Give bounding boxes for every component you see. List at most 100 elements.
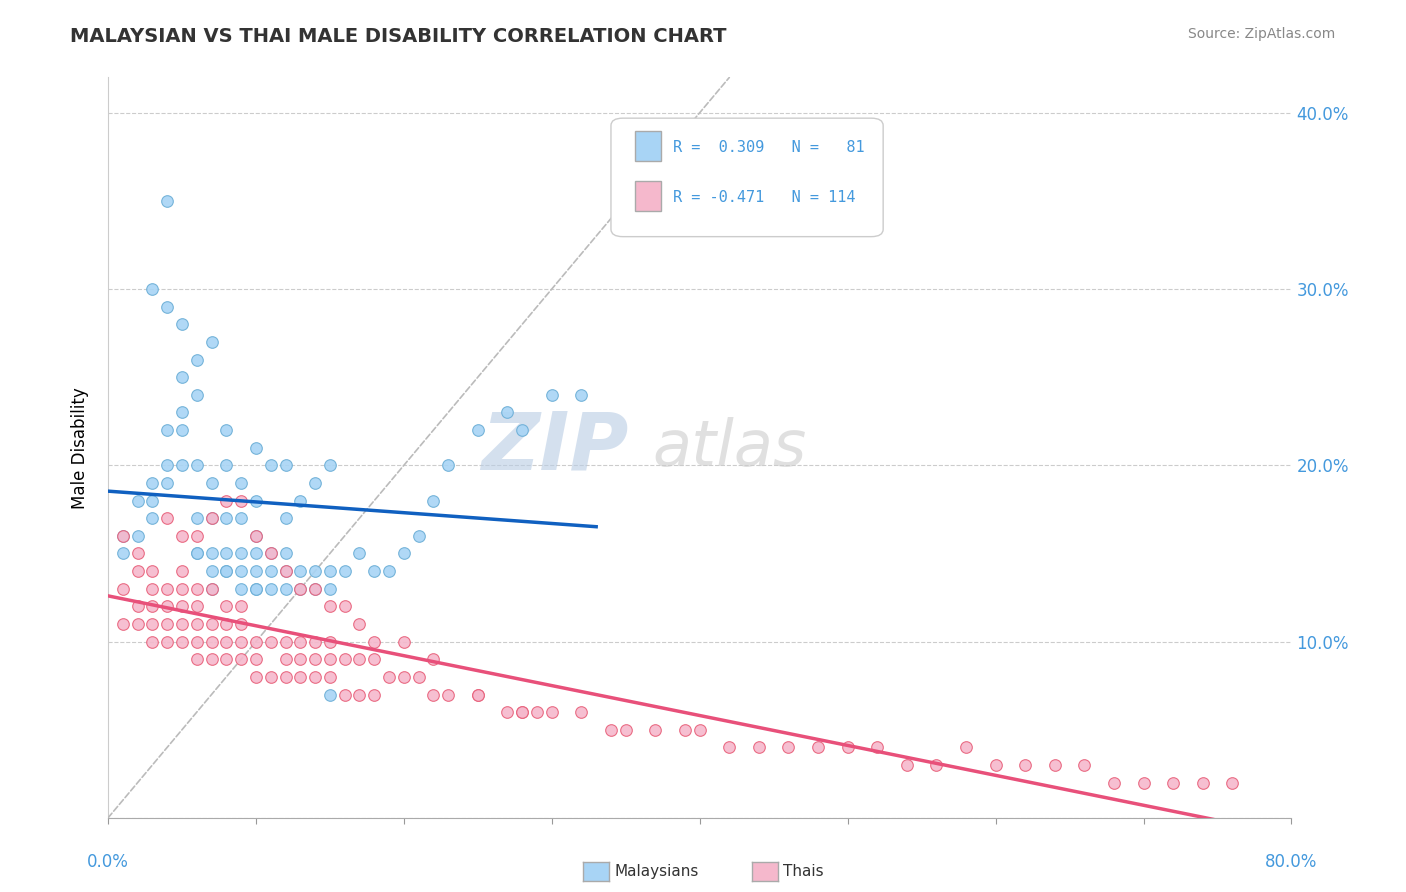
Point xyxy=(245,564,267,578)
Point xyxy=(111,546,134,560)
Point xyxy=(245,652,267,666)
Point xyxy=(540,388,562,402)
Point xyxy=(319,599,342,614)
Point xyxy=(319,634,342,648)
Point xyxy=(231,599,253,614)
Point xyxy=(644,723,666,737)
Text: R =  0.309   N =   81: R = 0.309 N = 81 xyxy=(672,140,865,155)
Point xyxy=(141,634,163,648)
Point xyxy=(215,458,238,473)
Point xyxy=(260,458,283,473)
Point xyxy=(274,458,297,473)
Point xyxy=(274,582,297,596)
Point xyxy=(200,334,222,349)
Point xyxy=(215,564,238,578)
Point xyxy=(304,582,326,596)
Point xyxy=(718,740,741,755)
Point xyxy=(422,652,444,666)
Point xyxy=(215,599,238,614)
Point xyxy=(170,564,193,578)
Point xyxy=(111,617,134,632)
Point xyxy=(170,582,193,596)
Point xyxy=(156,617,179,632)
Point xyxy=(510,705,533,719)
Point xyxy=(141,617,163,632)
Point xyxy=(363,688,385,702)
Point xyxy=(231,652,253,666)
Point xyxy=(274,546,297,560)
Point xyxy=(215,423,238,437)
Point xyxy=(378,564,401,578)
Point xyxy=(231,546,253,560)
Point xyxy=(392,634,415,648)
Point xyxy=(170,599,193,614)
Point xyxy=(200,617,222,632)
Point xyxy=(170,370,193,384)
Point xyxy=(186,458,208,473)
Point xyxy=(363,564,385,578)
Point xyxy=(319,458,342,473)
Point xyxy=(1132,775,1154,789)
Point xyxy=(526,705,548,719)
Point xyxy=(333,688,356,702)
Point xyxy=(260,670,283,684)
Point xyxy=(156,511,179,525)
Point xyxy=(304,582,326,596)
Point xyxy=(290,582,312,596)
Point xyxy=(245,529,267,543)
Point xyxy=(127,599,149,614)
Point xyxy=(540,705,562,719)
Point xyxy=(127,564,149,578)
Point xyxy=(274,564,297,578)
Point xyxy=(778,740,800,755)
Point xyxy=(569,388,592,402)
Point xyxy=(215,546,238,560)
Point xyxy=(200,634,222,648)
Point xyxy=(260,546,283,560)
Point xyxy=(333,652,356,666)
Point xyxy=(260,546,283,560)
Point xyxy=(274,634,297,648)
Text: ZIP: ZIP xyxy=(481,409,628,487)
Y-axis label: Male Disability: Male Disability xyxy=(72,387,89,508)
Point xyxy=(215,617,238,632)
Point xyxy=(156,582,179,596)
Point xyxy=(319,564,342,578)
Point xyxy=(689,723,711,737)
Point xyxy=(186,599,208,614)
Point xyxy=(274,652,297,666)
Point xyxy=(186,511,208,525)
Bar xyxy=(634,131,661,161)
Point xyxy=(186,582,208,596)
Point xyxy=(186,388,208,402)
Text: Thais: Thais xyxy=(783,864,824,879)
Point xyxy=(274,564,297,578)
Point xyxy=(156,300,179,314)
Point xyxy=(378,670,401,684)
Point xyxy=(673,723,696,737)
Point xyxy=(231,617,253,632)
Point xyxy=(319,582,342,596)
Point xyxy=(215,511,238,525)
Point xyxy=(274,670,297,684)
Point xyxy=(1220,775,1243,789)
Point xyxy=(467,423,489,437)
Point xyxy=(955,740,977,755)
Point xyxy=(200,511,222,525)
Point xyxy=(127,546,149,560)
Point xyxy=(186,529,208,543)
Point xyxy=(290,564,312,578)
Point xyxy=(141,475,163,490)
Point xyxy=(245,670,267,684)
Point xyxy=(260,582,283,596)
Point xyxy=(215,564,238,578)
Point xyxy=(200,511,222,525)
Point xyxy=(748,740,770,755)
Point xyxy=(156,634,179,648)
Point xyxy=(866,740,889,755)
Point xyxy=(200,582,222,596)
Point xyxy=(200,582,222,596)
Point xyxy=(614,723,637,737)
Point xyxy=(333,599,356,614)
Point xyxy=(200,652,222,666)
